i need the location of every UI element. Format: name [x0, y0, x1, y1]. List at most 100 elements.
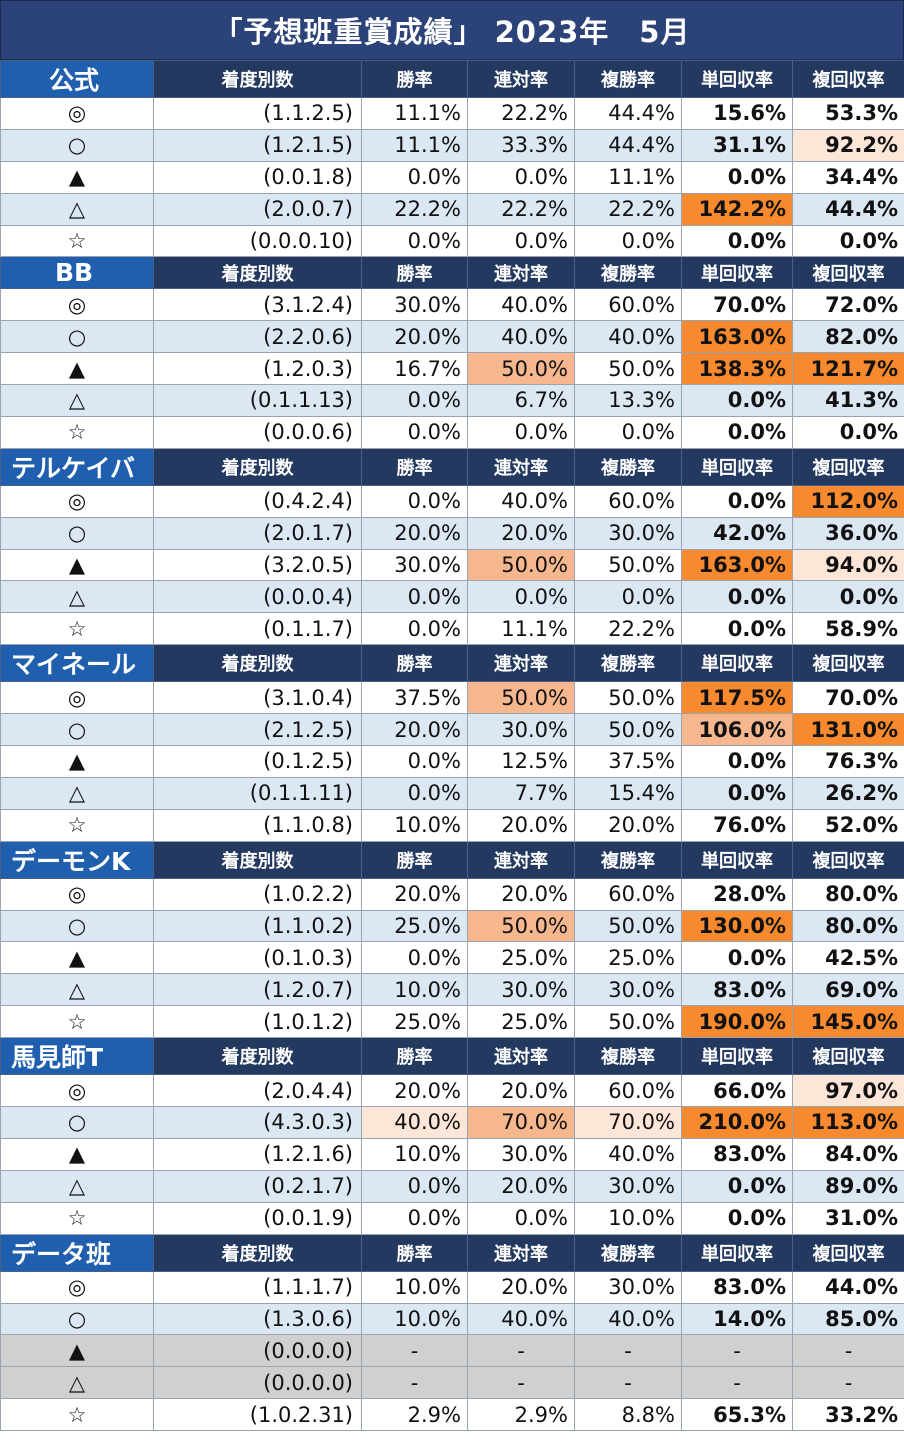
show-return-cell: 52.0% [792, 808, 904, 842]
win-return-cell: 83.0% [681, 1137, 793, 1171]
table-row: ◎ (3.1.0.4) 37.5% 50.0% 50.0% 117.5% 70.0% [0, 681, 904, 715]
column-header: 単回収率 [681, 644, 793, 683]
win-rate-cell: 30.0% [361, 288, 468, 322]
win-rate-cell: 10.0% [361, 973, 468, 1007]
show-rate-cell: 10.0% [574, 1201, 682, 1235]
win-return-cell: 0.0% [681, 415, 793, 449]
quinella-rate-cell: 20.0% [467, 1169, 575, 1203]
finish-breakdown: (0.0.0.0) [153, 1334, 362, 1368]
quinella-rate-cell: 20.0% [467, 808, 575, 842]
win-return-cell: 0.0% [681, 941, 793, 975]
table-row: ○ (2.2.0.6) 20.0% 40.0% 40.0% 163.0% 82.0% [0, 320, 904, 354]
quinella-rate-cell: 0.0% [467, 580, 575, 614]
mark-symbol: ☆ [0, 415, 154, 449]
mark-symbol: ○ [0, 320, 154, 354]
show-return-cell: 72.0% [792, 288, 904, 322]
table-row: ☆ (0.1.1.7) 0.0% 11.1% 22.2% 0.0% 58.9% [0, 612, 904, 646]
column-header: 連対率 [467, 256, 575, 290]
show-return-cell: - [792, 1334, 904, 1368]
quinella-rate-cell: 2.9% [467, 1398, 575, 1432]
show-rate-cell: 22.2% [574, 192, 682, 226]
column-header: 着度別数 [153, 644, 362, 683]
show-return-cell: 53.3% [792, 97, 904, 130]
win-rate-cell: 0.0% [361, 941, 468, 975]
win-rate-cell: 11.1% [361, 128, 468, 162]
show-return-cell: 58.9% [792, 612, 904, 646]
finish-breakdown: (1.1.1.7) [153, 1270, 362, 1304]
win-rate-cell: 0.0% [361, 160, 468, 194]
mark-symbol: ☆ [0, 1201, 154, 1235]
show-return-cell: 89.0% [792, 1169, 904, 1203]
mark-symbol: ◎ [0, 288, 154, 322]
show-rate-cell: 30.0% [574, 516, 682, 550]
group-header-row: データ班 着度別数 勝率 連対率 複勝率 単回収率 複回収率 [0, 1233, 904, 1272]
table-row: ☆ (1.0.1.2) 25.0% 25.0% 50.0% 190.0% 145.0% [0, 1005, 904, 1039]
win-return-cell: 0.0% [681, 580, 793, 614]
win-rate-cell: - [361, 1366, 468, 1400]
column-header: 複勝率 [574, 447, 682, 486]
win-return-cell: 142.2% [681, 192, 793, 226]
column-header: 複回収率 [792, 256, 904, 290]
win-rate-cell: 10.0% [361, 808, 468, 842]
team-name: BB [0, 256, 154, 290]
win-return-cell: 42.0% [681, 516, 793, 550]
column-header: 単回収率 [681, 256, 793, 290]
column-header: 連対率 [467, 1233, 575, 1272]
win-return-cell: 138.3% [681, 352, 793, 386]
show-return-cell: 113.0% [792, 1106, 904, 1139]
column-header: 複勝率 [574, 256, 682, 290]
win-rate-cell: 0.0% [361, 745, 468, 778]
finish-breakdown: (3.1.0.4) [153, 681, 362, 715]
table-row: ▲ (1.2.1.6) 10.0% 30.0% 40.0% 83.0% 84.0% [0, 1137, 904, 1171]
table-row: ▲ (3.2.0.5) 30.0% 50.0% 50.0% 163.0% 94.0% [0, 548, 904, 582]
quinella-rate-cell: 40.0% [467, 484, 575, 518]
mark-symbol: ▲ [0, 352, 154, 386]
table-row: ◎ (1.1.2.5) 11.1% 22.2% 44.4% 15.6% 53.3% [0, 97, 904, 130]
show-return-cell: 42.5% [792, 941, 904, 975]
quinella-rate-cell: 0.0% [467, 1201, 575, 1235]
win-return-cell: 106.0% [681, 713, 793, 747]
finish-breakdown: (2.0.4.4) [153, 1074, 362, 1108]
win-return-cell: 130.0% [681, 909, 793, 943]
column-header: 勝率 [361, 644, 468, 683]
finish-breakdown: (1.3.0.6) [153, 1302, 362, 1336]
table-row: △ (2.0.0.7) 22.2% 22.2% 22.2% 142.2% 44.4% [0, 192, 904, 226]
group-header-row: 公式 着度別数 勝率 連対率 複勝率 単回収率 複回収率 [0, 60, 904, 98]
finish-breakdown: (0.0.1.9) [153, 1201, 362, 1235]
show-rate-cell: 50.0% [574, 548, 682, 582]
column-header: 複回収率 [792, 1037, 904, 1076]
win-rate-cell: 40.0% [361, 1106, 468, 1139]
show-rate-cell: 25.0% [574, 941, 682, 975]
show-return-cell: 92.2% [792, 128, 904, 162]
quinella-rate-cell: 20.0% [467, 877, 575, 911]
group-header-row: マイネール 着度別数 勝率 連対率 複勝率 単回収率 複回収率 [0, 644, 904, 683]
quinella-rate-cell: 12.5% [467, 745, 575, 778]
show-return-cell: 70.0% [792, 681, 904, 715]
mark-symbol: △ [0, 1366, 154, 1400]
finish-breakdown: (0.1.1.7) [153, 612, 362, 646]
finish-breakdown: (0.1.1.11) [153, 776, 362, 810]
show-rate-cell: 44.4% [574, 97, 682, 130]
column-header: 着度別数 [153, 1037, 362, 1076]
show-rate-cell: 40.0% [574, 320, 682, 354]
win-return-cell: 14.0% [681, 1302, 793, 1336]
column-header: 複勝率 [574, 60, 682, 98]
show-rate-cell: 50.0% [574, 713, 682, 747]
results-table: 公式 着度別数 勝率 連対率 複勝率 単回収率 複回収率 ◎ (1.1.2.5) 11.1% 22.… [0, 60, 904, 1432]
table-row: △ (0.0.0.4) 0.0% 0.0% 0.0% 0.0% 0.0% [0, 580, 904, 614]
mark-symbol: ▲ [0, 160, 154, 194]
column-header: 複勝率 [574, 1037, 682, 1076]
finish-breakdown: (2.0.1.7) [153, 516, 362, 550]
mark-symbol: ○ [0, 1302, 154, 1336]
show-return-cell: 44.0% [792, 1270, 904, 1304]
mark-symbol: ◎ [0, 97, 154, 130]
quinella-rate-cell: 11.1% [467, 612, 575, 646]
table-row: ◎ (0.4.2.4) 0.0% 40.0% 60.0% 0.0% 112.0% [0, 484, 904, 518]
win-return-cell: 66.0% [681, 1074, 793, 1108]
win-rate-cell: 0.0% [361, 580, 468, 614]
show-rate-cell: 20.0% [574, 808, 682, 842]
mark-symbol: ◎ [0, 1074, 154, 1108]
finish-breakdown: (1.2.0.3) [153, 352, 362, 386]
show-return-cell: 26.2% [792, 776, 904, 810]
column-header: 単回収率 [681, 60, 793, 98]
